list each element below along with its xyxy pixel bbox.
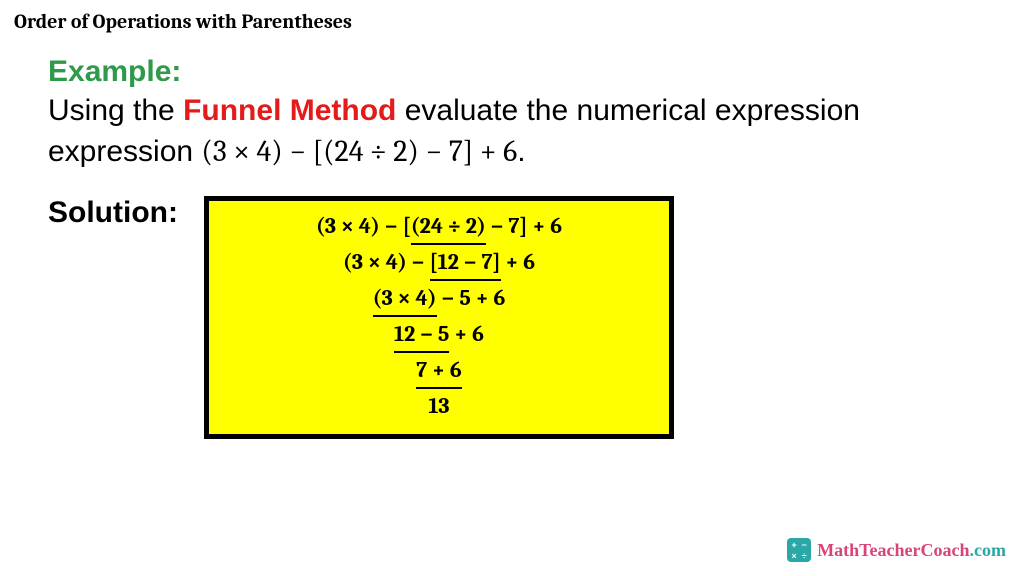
step-underline: 12 − 5 xyxy=(394,317,449,353)
solution-step: 12 − 5 + 6 xyxy=(219,317,659,353)
solution-step: (3 × 4) − [12 − 7] + 6 xyxy=(219,245,659,281)
step-underline: 7 + 6 xyxy=(416,353,461,389)
prompt-pre: Using the xyxy=(48,94,183,127)
example-prompt: Using the Funnel Method evaluate the num… xyxy=(48,91,1024,172)
step-post: + 6 xyxy=(449,321,484,347)
step-underline: (3 × 4) xyxy=(373,281,437,317)
prompt-line2-prefix: expression xyxy=(48,135,201,168)
solution-box: (3 × 4) − [(24 ÷ 2) − 7] + 6 (3 × 4) − [… xyxy=(204,196,674,439)
minus-icon: − xyxy=(800,541,808,550)
step-underline: (24 ÷ 2) xyxy=(411,209,486,245)
solution-step: 7 + 6 xyxy=(219,353,659,389)
math-ops-icon: + − × ÷ xyxy=(787,538,811,562)
solution-row: Solution: (3 × 4) − [(24 ÷ 2) − 7] + 6 (… xyxy=(48,196,1024,439)
prompt-period: . xyxy=(517,135,525,168)
watermark-text: MathTeacherCoach.com xyxy=(817,540,1006,561)
watermark-suffix: .com xyxy=(970,540,1006,560)
times-icon: × xyxy=(790,552,798,561)
step-post: − 7] + 6 xyxy=(486,213,562,239)
step-post: − 5 + 6 xyxy=(437,285,506,311)
watermark: + − × ÷ MathTeacherCoach.com xyxy=(787,538,1006,562)
plus-icon: + xyxy=(790,541,798,550)
page-title: Order of Operations with Parentheses xyxy=(0,0,1024,33)
example-label: Example: xyxy=(48,55,1024,89)
step-underline: [12 − 7] xyxy=(430,245,501,281)
divide-icon: ÷ xyxy=(800,552,808,561)
solution-step: 13 xyxy=(219,389,659,423)
solution-step: (3 × 4) − 5 + 6 xyxy=(219,281,659,317)
content-region: Example: Using the Funnel Method evaluat… xyxy=(0,33,1024,439)
solution-step: (3 × 4) − [(24 ÷ 2) − 7] + 6 xyxy=(219,209,659,245)
funnel-method-highlight: Funnel Method xyxy=(183,94,396,127)
solution-label: Solution: xyxy=(48,196,178,230)
prompt-post: evaluate the numerical expression xyxy=(396,94,860,127)
prompt-expression: (3 × 4) − [(24 ÷ 2) − 7] + 6 xyxy=(201,134,517,169)
step-pre: (3 × 4) − xyxy=(343,249,430,275)
step-post: + 6 xyxy=(501,249,536,275)
step-pre: (3 × 4) − [ xyxy=(316,213,411,239)
watermark-brand: MathTeacherCoach xyxy=(817,540,969,560)
step-post: 13 xyxy=(428,393,449,419)
